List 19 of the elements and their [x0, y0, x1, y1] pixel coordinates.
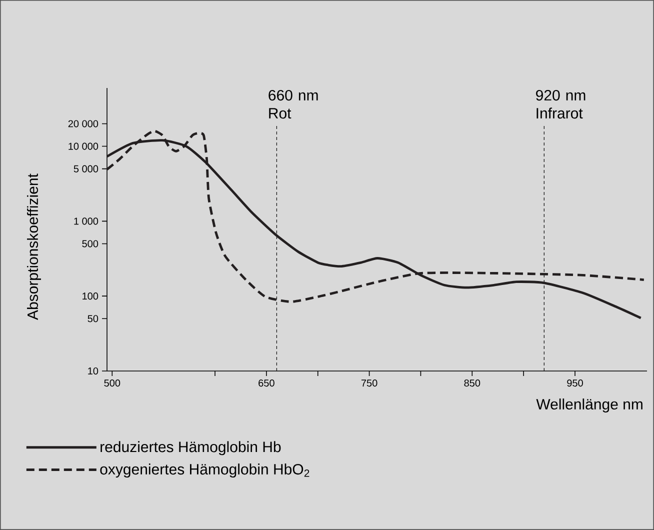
- x-tick-label: 950: [567, 380, 583, 387]
- ref-line-label: 660 nm Rot: [268, 90, 318, 119]
- y-tick-label: 20 000: [68, 120, 98, 128]
- legend-label: oxygeniertes Hämoglobin HbO$_{2}$: [100, 464, 310, 478]
- y-tick-label: 10 000: [68, 142, 98, 150]
- y-tick-label: 10: [88, 367, 98, 375]
- y-tick-label: 5 000: [74, 165, 98, 172]
- y-axis-title: Absorptionskoeffizient: [27, 174, 41, 320]
- x-tick-label: 650: [258, 380, 274, 387]
- x-tick-label: 500: [104, 380, 120, 387]
- x-tick-label: 750: [361, 380, 378, 387]
- x-axis-title: Wellenlänge nm: [536, 398, 642, 412]
- ref-line-label: 920 nm Infrarot: [536, 90, 586, 119]
- y-tick-label: 50: [88, 315, 98, 322]
- legend-label: reduziertes Hämoglobin Hb: [100, 441, 281, 456]
- x-tick-label: 850: [464, 380, 480, 387]
- y-tick-label: 1 000: [74, 218, 98, 225]
- y-tick-label: 500: [82, 240, 98, 248]
- y-tick-label: 100: [82, 292, 98, 300]
